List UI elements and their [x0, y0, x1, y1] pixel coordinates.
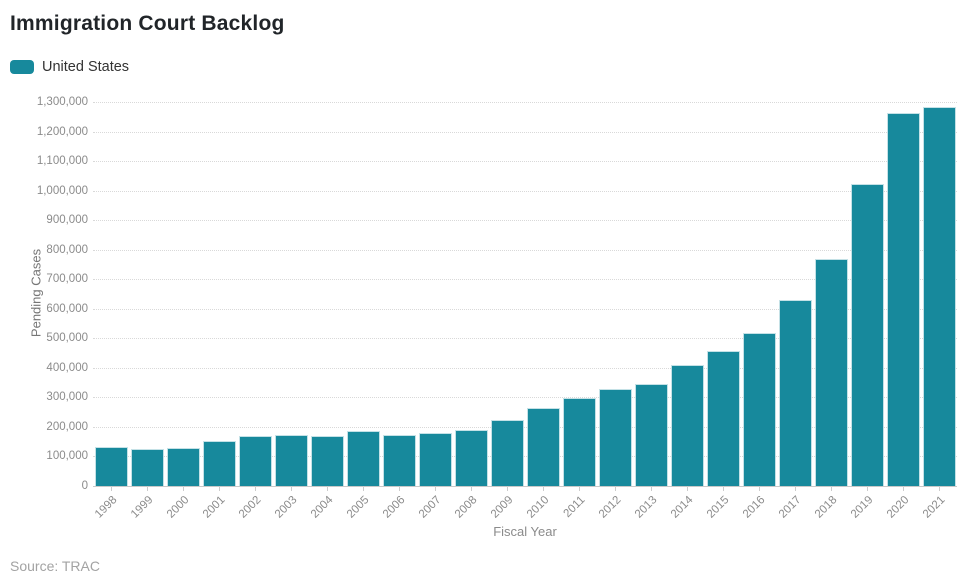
y-tick-label: 200,000	[46, 420, 88, 433]
x-tick	[543, 486, 544, 491]
gridline	[93, 308, 957, 310]
x-tick	[651, 486, 652, 491]
y-tick-label: 1,300,000	[36, 96, 88, 108]
bar-1999[interactable]	[130, 449, 164, 486]
gridline	[93, 456, 957, 458]
bar-2001[interactable]	[202, 441, 236, 486]
bar-2000[interactable]	[166, 447, 200, 486]
x-tick	[687, 486, 688, 491]
x-tick	[471, 486, 472, 491]
x-tick	[399, 486, 400, 491]
bar-2014[interactable]	[670, 364, 704, 486]
legend-swatch-icon	[10, 60, 34, 74]
bar-2006[interactable]	[382, 434, 416, 486]
bar-2002[interactable]	[238, 436, 272, 486]
x-tick	[795, 486, 796, 491]
gridline	[93, 190, 957, 192]
x-tick	[327, 486, 328, 491]
gridline	[93, 426, 957, 428]
bar-2010[interactable]	[526, 408, 560, 486]
bar-2021[interactable]	[922, 107, 956, 486]
y-tick-label: 300,000	[46, 391, 88, 404]
y-tick-label: 1,200,000	[36, 125, 88, 138]
bar-2011[interactable]	[562, 397, 596, 486]
bar-2015[interactable]	[706, 351, 740, 486]
x-tick	[363, 486, 364, 491]
gridline	[93, 131, 957, 133]
x-tick	[435, 486, 436, 491]
bar-2005[interactable]	[346, 430, 380, 486]
bar-2008[interactable]	[454, 429, 488, 486]
source-note: Source: TRAC	[10, 558, 100, 574]
bar-2004[interactable]	[310, 435, 344, 486]
x-tick	[903, 486, 904, 491]
gridline	[93, 249, 957, 251]
y-tick-label: 800,000	[46, 243, 88, 256]
page-title: Immigration Court Backlog	[10, 12, 285, 35]
bar-2017[interactable]	[778, 299, 812, 486]
y-axis-title: Pending Cases	[28, 248, 44, 338]
gridline	[93, 367, 957, 369]
y-tick-label: 900,000	[46, 214, 88, 227]
bar-2013[interactable]	[634, 383, 668, 486]
y-tick-label: 1,000,000	[36, 184, 88, 197]
gridline	[93, 220, 957, 222]
gridline	[93, 161, 957, 163]
y-tick-label: 600,000	[46, 302, 88, 315]
x-tick	[831, 486, 832, 491]
x-tick	[759, 486, 760, 491]
gridline	[93, 338, 957, 340]
bar-2003[interactable]	[274, 434, 308, 486]
bar-2019[interactable]	[850, 183, 884, 486]
x-tick	[615, 486, 616, 491]
bar-2016[interactable]	[742, 333, 776, 486]
x-tick	[255, 486, 256, 491]
x-tick	[183, 486, 184, 491]
x-tick	[111, 486, 112, 491]
y-tick-label: 500,000	[46, 332, 88, 345]
x-tick	[867, 486, 868, 491]
bar-1998[interactable]	[94, 446, 128, 486]
bar-2018[interactable]	[814, 258, 848, 486]
gridline	[93, 102, 957, 103]
x-tick	[939, 486, 940, 491]
x-axis-title: Fiscal Year	[493, 524, 557, 539]
x-tick	[219, 486, 220, 491]
legend: United States	[10, 59, 129, 75]
x-tick	[507, 486, 508, 491]
bar-2020[interactable]	[886, 112, 920, 486]
plot-area	[93, 102, 957, 487]
x-tick	[147, 486, 148, 491]
y-tick-label: 400,000	[46, 361, 88, 374]
legend-label: United States	[42, 59, 130, 75]
y-tick-label: 700,000	[46, 273, 88, 286]
y-tick-label: 1,100,000	[36, 155, 88, 168]
bar-2007[interactable]	[418, 433, 452, 486]
y-tick-label: 100,000	[46, 450, 88, 463]
x-tick	[723, 486, 724, 491]
x-tick	[579, 486, 580, 491]
bar-2012[interactable]	[598, 389, 632, 486]
bar-2009[interactable]	[490, 419, 524, 486]
gridline	[93, 279, 957, 281]
x-axis-baseline	[93, 486, 957, 487]
x-tick	[291, 486, 292, 491]
gridline	[93, 397, 957, 399]
y-tick-label: 0	[81, 480, 88, 492]
